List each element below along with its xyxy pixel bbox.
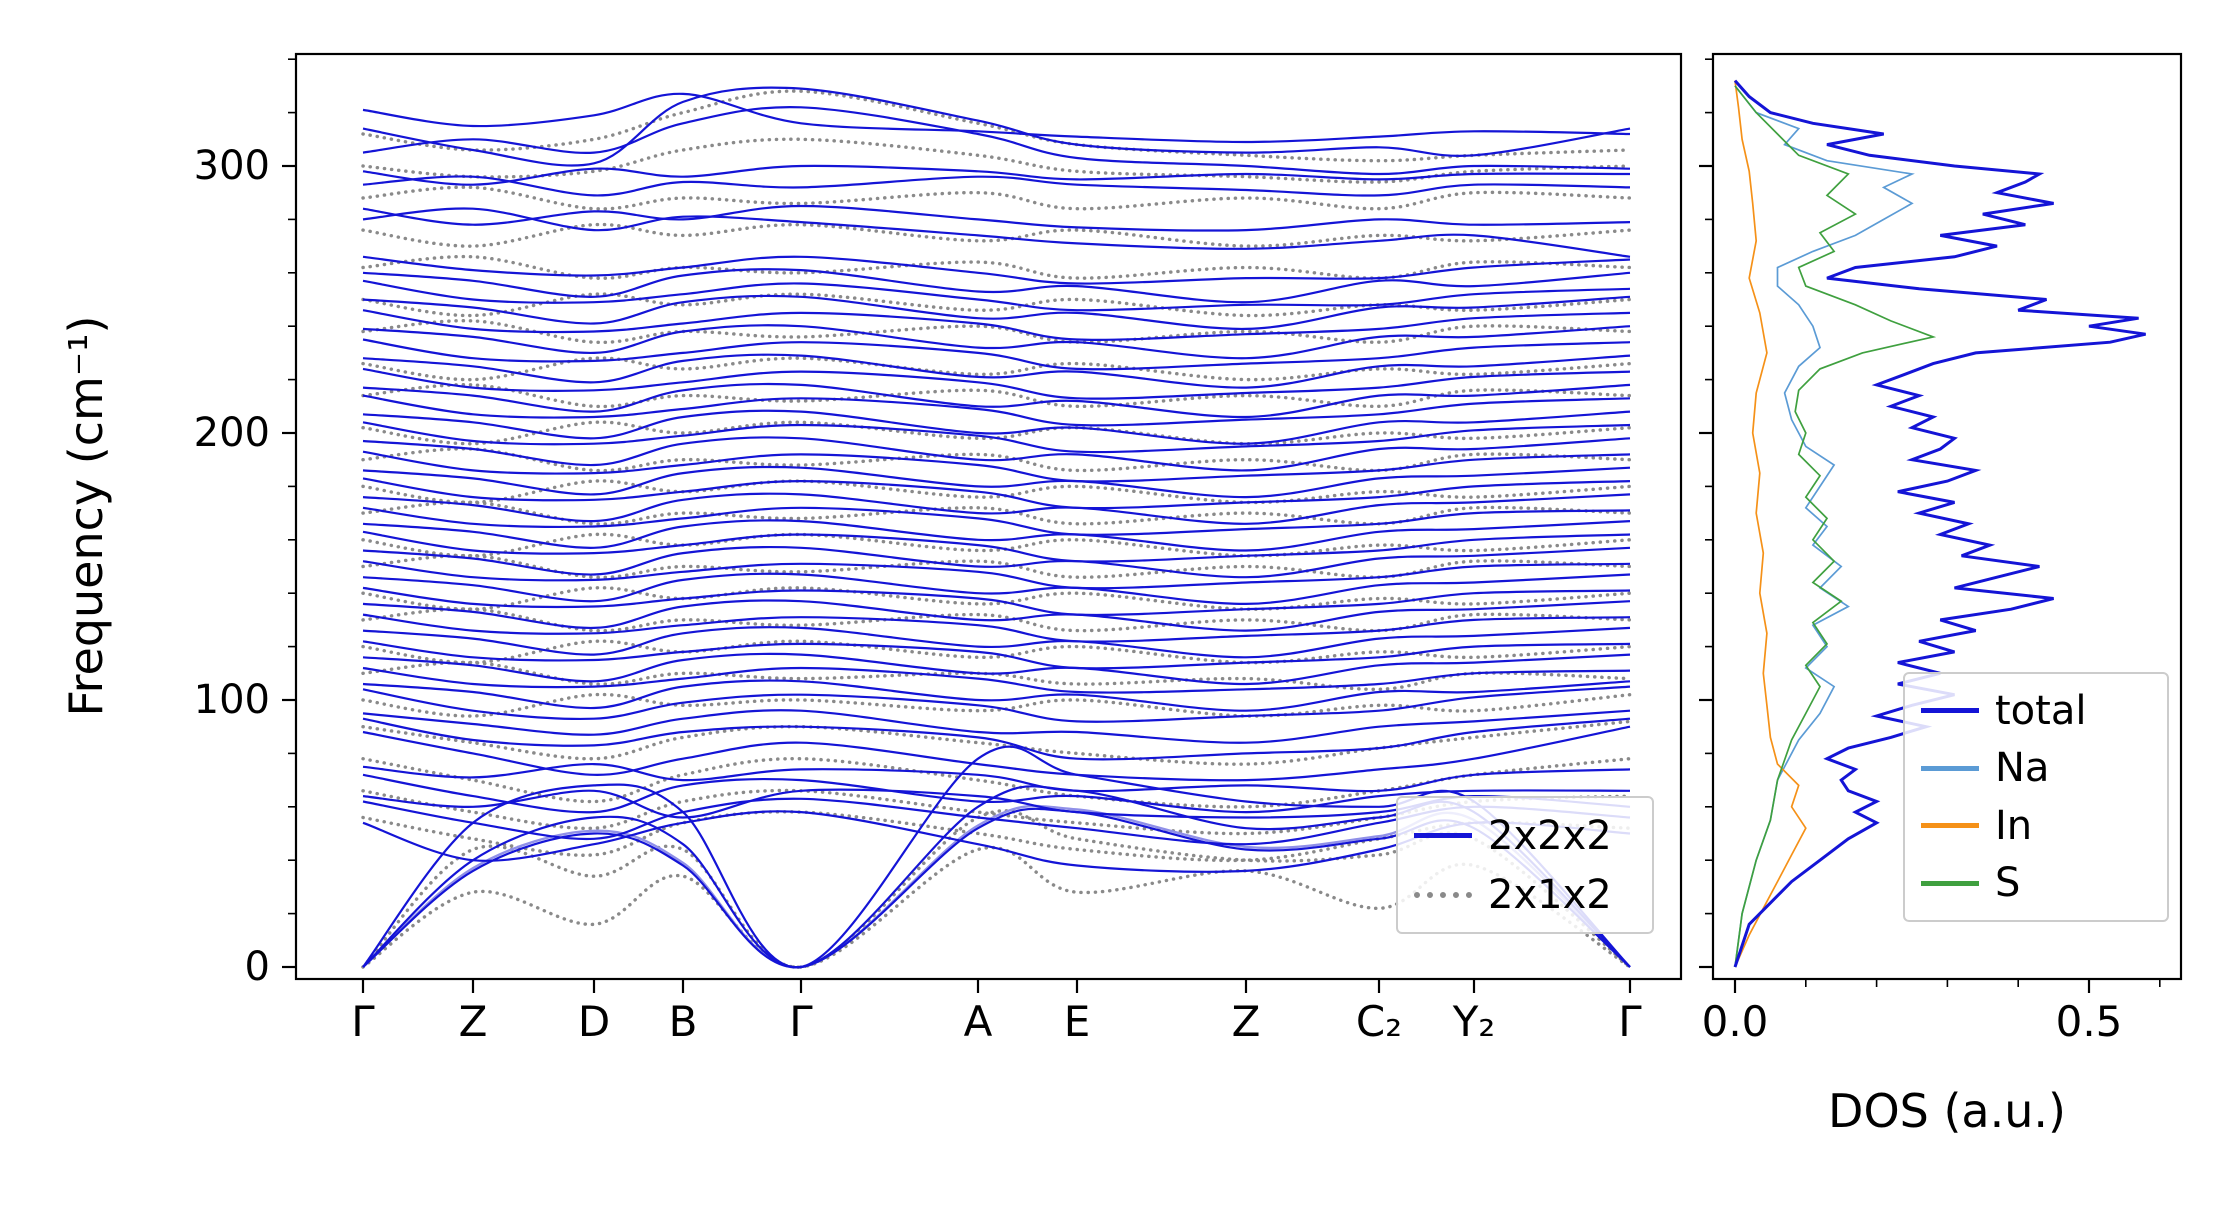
legend-label-in: In — [1995, 802, 2033, 849]
legend-line-total-icon — [1921, 708, 1979, 714]
band-legend: 2x2x2 2x1x2 — [1396, 796, 1654, 934]
legend-line-solid-icon — [1414, 833, 1472, 838]
legend-item-2x2x2: 2x2x2 — [1414, 813, 1636, 859]
legend-label-2x2x2: 2x2x2 — [1488, 812, 1612, 859]
legend-label-total: total — [1995, 687, 2087, 734]
y-tick-label-200: 200 — [193, 410, 270, 456]
kpoint-label-z2: Z — [1231, 997, 1261, 1046]
legend-line-s-icon — [1921, 880, 1979, 886]
legend-line-dotted-icon — [1414, 891, 1472, 898]
dos-tick-label-0: 0.0 — [1701, 997, 1769, 1046]
kpoint-label-gamma1: Γ — [351, 997, 375, 1046]
legend-label-s: S — [1995, 860, 2021, 907]
legend-line-na-icon — [1921, 765, 1979, 771]
legend-item-2x1x2: 2x1x2 — [1414, 872, 1636, 918]
kpoint-label-z1: Z — [458, 997, 488, 1046]
y-tick-label-100: 100 — [193, 677, 270, 723]
legend-item-total: total — [1921, 688, 2151, 734]
kpoint-label-y2: Y₂ — [1452, 997, 1496, 1046]
dos-legend: total Na In S — [1903, 672, 2169, 922]
kpoint-label-c2: C₂ — [1355, 997, 1403, 1046]
legend-label-na: Na — [1995, 745, 2050, 792]
kpoint-label-gamma2: Γ — [789, 997, 813, 1046]
y-axis-label: Frequency (cm⁻¹) — [59, 315, 113, 717]
legend-label-2x1x2: 2x1x2 — [1488, 871, 1612, 918]
y-tick-label-0: 0 — [244, 944, 270, 990]
kpoint-label-gamma3: Γ — [1618, 997, 1642, 1046]
legend-item-na: Na — [1921, 745, 2151, 791]
y-tick-label-300: 300 — [193, 143, 270, 189]
legend-item-s: S — [1921, 860, 2151, 906]
legend-line-in-icon — [1921, 823, 1979, 829]
legend-item-in: In — [1921, 803, 2151, 849]
kpoint-label-b: B — [668, 997, 698, 1046]
kpoint-label-a: A — [963, 997, 993, 1046]
dos-x-axis-label: DOS (a.u.) — [1828, 1084, 2066, 1138]
kpoint-label-e: E — [1063, 997, 1091, 1046]
kpoint-label-d: D — [577, 997, 611, 1046]
dos-tick-label-05: 0.5 — [2055, 997, 2123, 1046]
